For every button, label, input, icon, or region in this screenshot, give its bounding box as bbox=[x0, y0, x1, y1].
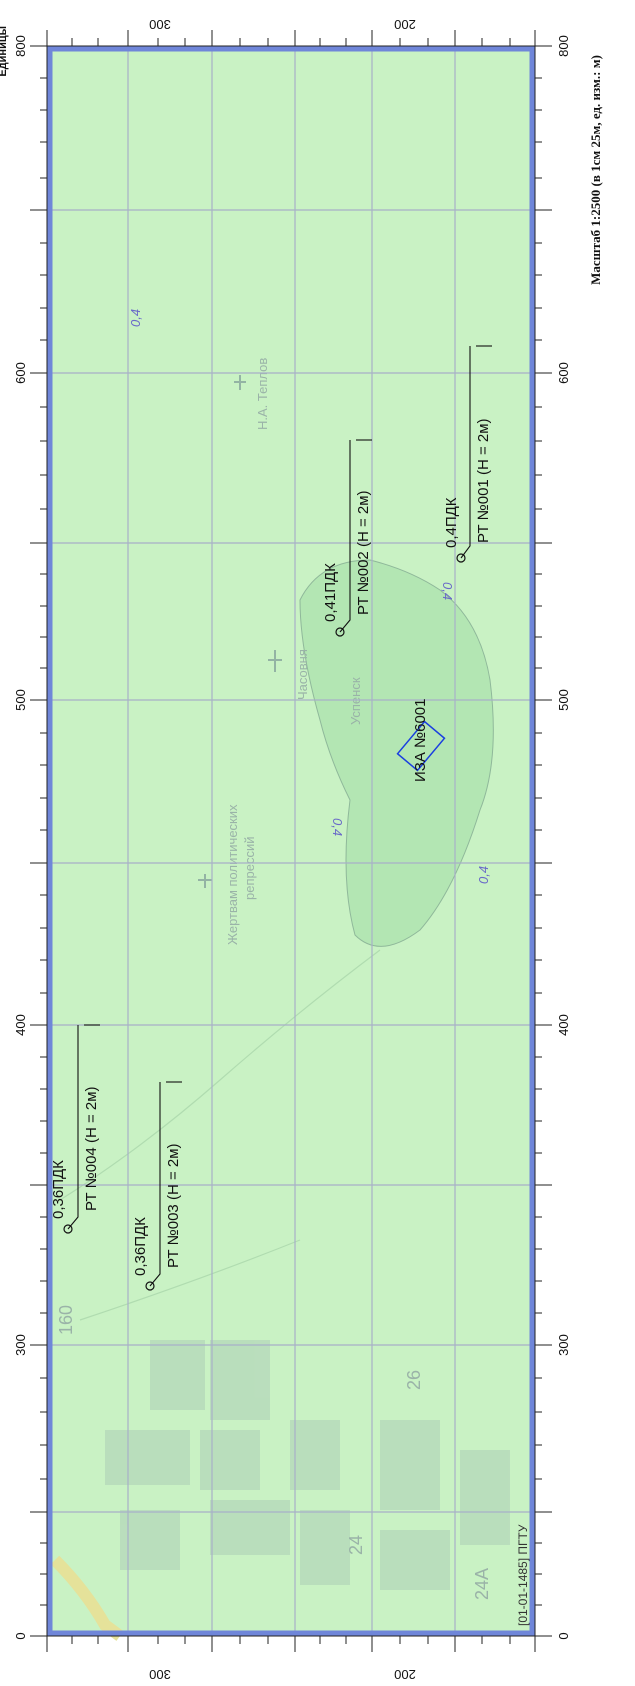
x-tick-label: 300 bbox=[556, 1334, 571, 1356]
memorial-icon bbox=[198, 874, 212, 888]
emission-source[interactable]: ИЗА №6001 bbox=[396, 699, 446, 782]
point-label: РТ №004 (Н = 2м) bbox=[83, 1086, 100, 1211]
label-zhertvam-1: Жертвам политических bbox=[225, 804, 240, 945]
map-frame bbox=[47, 46, 535, 1636]
scale-caption: Масштаб 1:2500 (в 1см 25м, ед. изм.: м) bbox=[588, 55, 603, 285]
x-tick-label: 600 bbox=[556, 362, 571, 384]
source-label: ИЗА №6001 bbox=[412, 699, 429, 782]
x-tick-label: 300 bbox=[13, 1334, 28, 1356]
left-axis bbox=[30, 45, 48, 1637]
y-tick-label: 200 bbox=[394, 1667, 416, 1682]
isoline-zone bbox=[300, 560, 494, 947]
y-tick-label: 300 bbox=[149, 17, 171, 32]
x-tick-label: 800 bbox=[556, 35, 571, 57]
point-label: РТ №002 (Н = 2м) bbox=[355, 490, 372, 615]
y-tick-label: 300 bbox=[149, 1667, 171, 1682]
label-24a: 24А bbox=[472, 1568, 492, 1600]
label-zhertvam-2: репрессий bbox=[242, 837, 257, 900]
contour-label: 0,4 bbox=[330, 818, 345, 836]
right-axis bbox=[534, 45, 552, 1637]
pdk-value: 0,4ПДК bbox=[443, 497, 460, 548]
point-rt-002[interactable]: 0,41ПДК РТ №002 (Н = 2м) bbox=[322, 439, 372, 637]
point-label: РТ №003 (Н = 2м) bbox=[165, 1143, 182, 1268]
contour-label: 0,4 bbox=[128, 309, 143, 327]
x-tick-label: 400 bbox=[556, 1014, 571, 1036]
point-rt-004[interactable]: 0,36ПДК РТ №004 (Н = 2м) bbox=[50, 1024, 100, 1234]
source-polygon[interactable] bbox=[396, 720, 446, 772]
label-160: 160 bbox=[56, 1305, 76, 1335]
pdk-value: 0,36ПДК bbox=[132, 1217, 149, 1276]
project-code: [01-01-1485] ПГТУ bbox=[516, 1524, 530, 1626]
contour-label: 0,4 bbox=[476, 866, 491, 884]
pdk-value: 0,41ПДК bbox=[322, 563, 339, 622]
x-tick-label: 500 bbox=[556, 689, 571, 711]
road bbox=[50, 1555, 124, 1641]
contour-label: 0,4 bbox=[440, 582, 455, 600]
left-axis-labels: 0 300 400 500 600 800 bbox=[13, 35, 28, 1639]
monument-icon bbox=[234, 375, 246, 390]
x-tick-label: 0 bbox=[13, 1632, 28, 1639]
header-label: Единицы bbox=[0, 26, 9, 77]
isoline-0-4 bbox=[299, 559, 494, 947]
x-tick-label: 600 bbox=[13, 362, 28, 384]
contour-labels: 0,4 0,4 0,4 0,4 bbox=[128, 309, 491, 884]
point-rt-001[interactable]: 0,4ПДК РТ №001 (Н = 2м) bbox=[443, 345, 492, 563]
bottom-axis bbox=[46, 1635, 536, 1652]
x-tick-label: 400 bbox=[13, 1014, 28, 1036]
chapel-cross-icon bbox=[268, 650, 282, 672]
top-axis-labels: 200 300 bbox=[149, 17, 416, 32]
label-uspensk: Успенск bbox=[348, 677, 363, 725]
label-chasovnya: Часовня bbox=[295, 649, 310, 700]
paths bbox=[59, 949, 381, 1321]
label-24: 24 bbox=[346, 1535, 366, 1555]
point-rt-003[interactable]: 0,36ПДК РТ №003 (Н = 2м) bbox=[132, 1081, 182, 1291]
x-tick-label: 0 bbox=[556, 1632, 571, 1639]
coordinate-grid bbox=[47, 46, 535, 1636]
point-label: РТ №001 (Н = 2м) bbox=[475, 418, 492, 543]
pdk-value: 0,36ПДК bbox=[50, 1160, 67, 1219]
x-tick-label: 500 bbox=[13, 689, 28, 711]
map-text-labels: Н.А. Теплов Часовня Успенск Жертвам поли… bbox=[56, 358, 492, 1600]
y-tick-label: 200 bbox=[394, 17, 416, 32]
label-26: 26 bbox=[404, 1370, 424, 1390]
buildings bbox=[105, 1340, 510, 1590]
right-axis-labels: 0 300 400 500 600 800 bbox=[556, 35, 571, 1639]
x-tick-label: 800 bbox=[13, 35, 28, 57]
label-teplov: Н.А. Теплов bbox=[255, 358, 270, 430]
top-axis bbox=[46, 30, 536, 47]
bottom-axis-labels: 200 300 bbox=[149, 1667, 416, 1682]
